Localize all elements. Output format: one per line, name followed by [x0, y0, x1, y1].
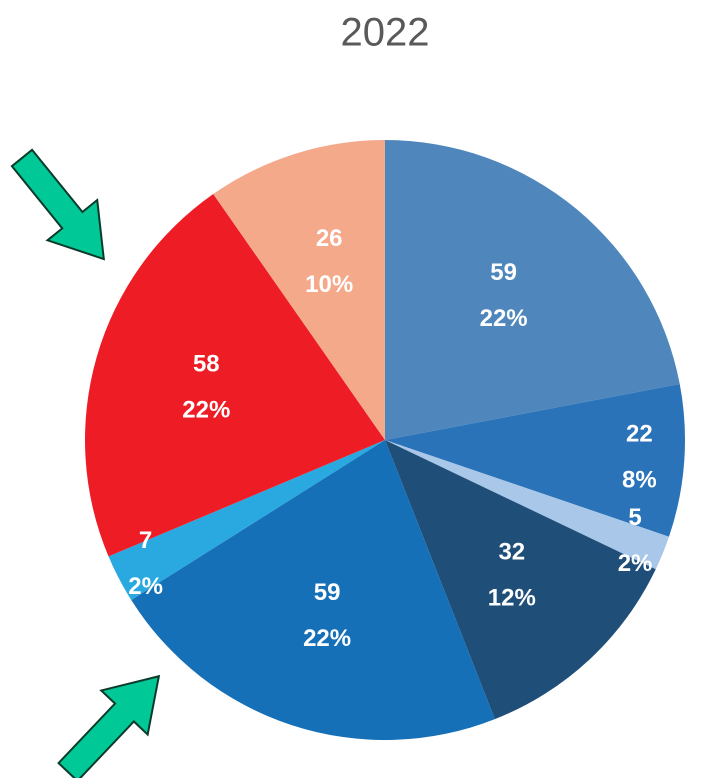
pie-slice [131, 440, 495, 740]
labels: 59 22% 22 8% 5 2% 32 12% 59 22% 7 2% 58 22% 26 10% [128, 225, 656, 652]
data-label: 7 [139, 527, 152, 554]
percent-label: 2% [618, 550, 653, 577]
arrow [10, 148, 105, 261]
percent-label: 2% [128, 573, 163, 600]
data-label: 26 [316, 225, 343, 252]
data-label: 32 [498, 538, 525, 565]
data-label: 59 [490, 259, 517, 286]
pie-slice [385, 140, 680, 440]
percent-label: 8% [622, 466, 657, 493]
percent-label: 22% [182, 397, 230, 424]
pie-slice [85, 194, 385, 557]
pie-slice [385, 440, 656, 720]
data-label: 58 [193, 351, 220, 378]
pie-slice [385, 440, 669, 570]
chart-title: 2022 [341, 11, 430, 55]
percent-label: 22% [303, 625, 351, 652]
data-label: 22 [626, 420, 653, 447]
data-label: 5 [628, 504, 641, 531]
percent-label: 22% [480, 305, 528, 332]
pie-slice [108, 440, 385, 601]
percent-label: 12% [488, 584, 536, 611]
pie-slice [213, 140, 385, 440]
pie-slice [385, 384, 685, 537]
data-label: 59 [314, 579, 341, 606]
pie [85, 140, 685, 740]
percent-label: 10% [305, 271, 353, 298]
arrow [57, 674, 161, 778]
